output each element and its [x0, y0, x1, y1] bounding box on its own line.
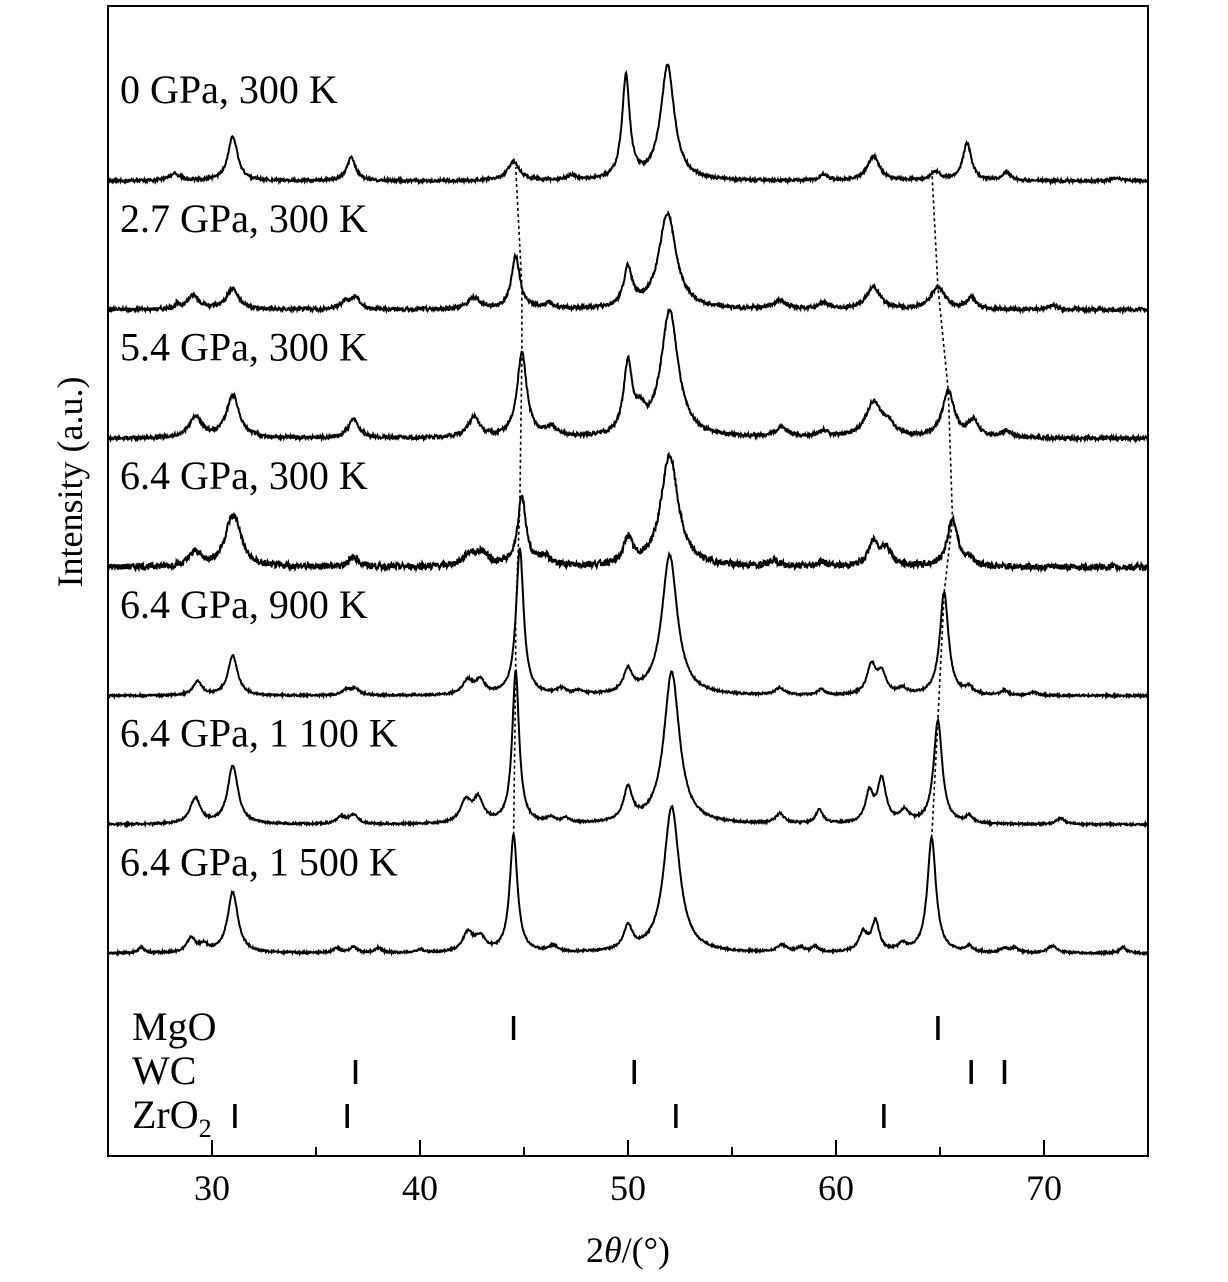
reference-label: MgO [132, 1004, 216, 1049]
x-tick-label: 40 [402, 1168, 438, 1208]
peak-shift-guide [512, 167, 523, 835]
series-label: 0 GPa, 300 K [120, 67, 338, 112]
x-axis-label-var: θ [604, 1230, 622, 1270]
series-label: 5.4 GPa, 300 K [120, 325, 368, 370]
series-label: 2.7 GPa, 300 K [120, 196, 368, 241]
series-line [107, 451, 1149, 574]
x-tick-label: 70 [1026, 1168, 1062, 1208]
reference-label: ZrO2 [132, 1092, 212, 1143]
x-tick-label: 60 [818, 1168, 854, 1208]
series-label: 6.4 GPa, 1 100 K [120, 711, 398, 756]
series-label: 6.4 GPa, 1 500 K [120, 839, 398, 884]
x-axis-label-suffix: /(°) [622, 1230, 670, 1270]
series-line [107, 804, 1149, 957]
guide-layer [512, 167, 954, 838]
series-line [107, 308, 1149, 444]
x-axis: 30 40 50 60 70 [194, 1140, 1062, 1208]
peak-shift-guide [930, 167, 954, 838]
series-line [107, 210, 1149, 316]
series-label: 6.4 GPa, 900 K [120, 582, 368, 627]
series-line [107, 547, 1149, 701]
x-axis-label: 2θ/(°) [586, 1230, 670, 1270]
y-axis-label: Intensity (a.u.) [50, 377, 90, 588]
series-layer: 6.4 GPa, 1 500 K 6.4 GPa, 1 100 K 6.4 GPa,… [107, 63, 1149, 957]
series-line [107, 669, 1149, 829]
reference-label: WC [132, 1048, 196, 1093]
x-tick-label: 50 [610, 1168, 646, 1208]
series-label: 6.4 GPa, 300 K [120, 453, 368, 498]
series-line [107, 63, 1149, 186]
x-tick-label: 30 [194, 1168, 230, 1208]
x-axis-label-prefix: 2 [586, 1230, 604, 1270]
